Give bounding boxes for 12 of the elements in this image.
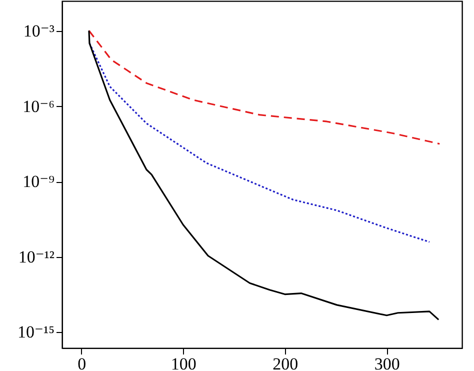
- y-tick-label: 10⁻³: [23, 22, 54, 41]
- y-tick-label: 10⁻¹⁵: [18, 322, 55, 342]
- x-tick-label: 300: [374, 354, 400, 371]
- x-tick-label: 0: [78, 354, 86, 371]
- x-tick-label: 100: [170, 354, 196, 371]
- x-tick-label: 200: [272, 354, 298, 371]
- line-series: [88, 30, 440, 320]
- y-tick-label: 10⁻⁹: [22, 172, 55, 192]
- line-series: [88, 42, 430, 243]
- y-tick-label: 10⁻⁶: [22, 96, 55, 116]
- y-tick-label: 10⁻¹²: [18, 247, 54, 266]
- line-series: [88, 30, 440, 145]
